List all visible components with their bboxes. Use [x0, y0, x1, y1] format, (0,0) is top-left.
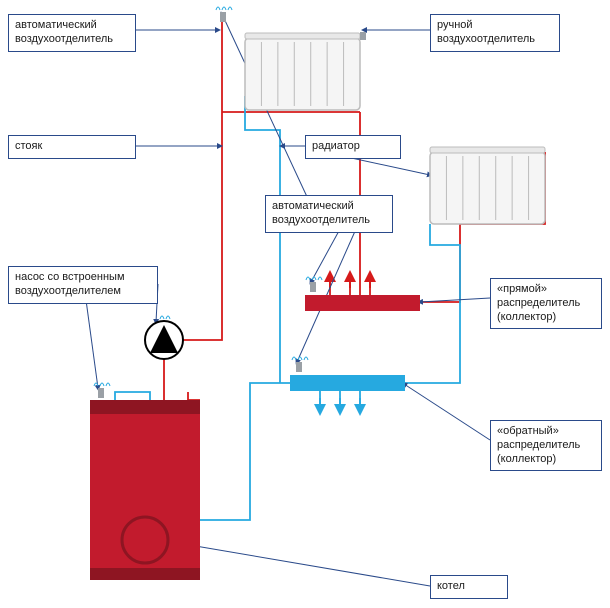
- cold-collector: [290, 375, 405, 391]
- label-collector_cold: «обратный»распределитель(коллектор): [490, 420, 602, 471]
- label-manual_vent: ручнойвоздухоотделитель: [430, 14, 560, 52]
- air-vent-hot-collector: [306, 277, 322, 292]
- label-auto_vent_mid: автоматическийвоздухоотделитель: [265, 195, 393, 233]
- hot-collector: [305, 295, 420, 311]
- radiator-2: [430, 147, 545, 224]
- radiator-1: [245, 33, 360, 110]
- air-vent-boiler: [94, 383, 110, 398]
- air-vent-cold-collector: [292, 357, 308, 372]
- pump: [145, 316, 183, 359]
- label-pump: насос со встроеннымвоздухоотделителем: [8, 266, 158, 304]
- air-vent-top: [216, 7, 232, 22]
- label-collector_hot: «прямой»распределитель(коллектор): [490, 278, 602, 329]
- label-riser: стояк: [8, 135, 136, 159]
- label-auto_vent_top: автоматическийвоздухоотделитель: [8, 14, 136, 52]
- label-radiator: радиатор: [305, 135, 401, 159]
- label-boiler: котел: [430, 575, 508, 599]
- manual-vent: [360, 32, 366, 40]
- boiler: [90, 400, 200, 580]
